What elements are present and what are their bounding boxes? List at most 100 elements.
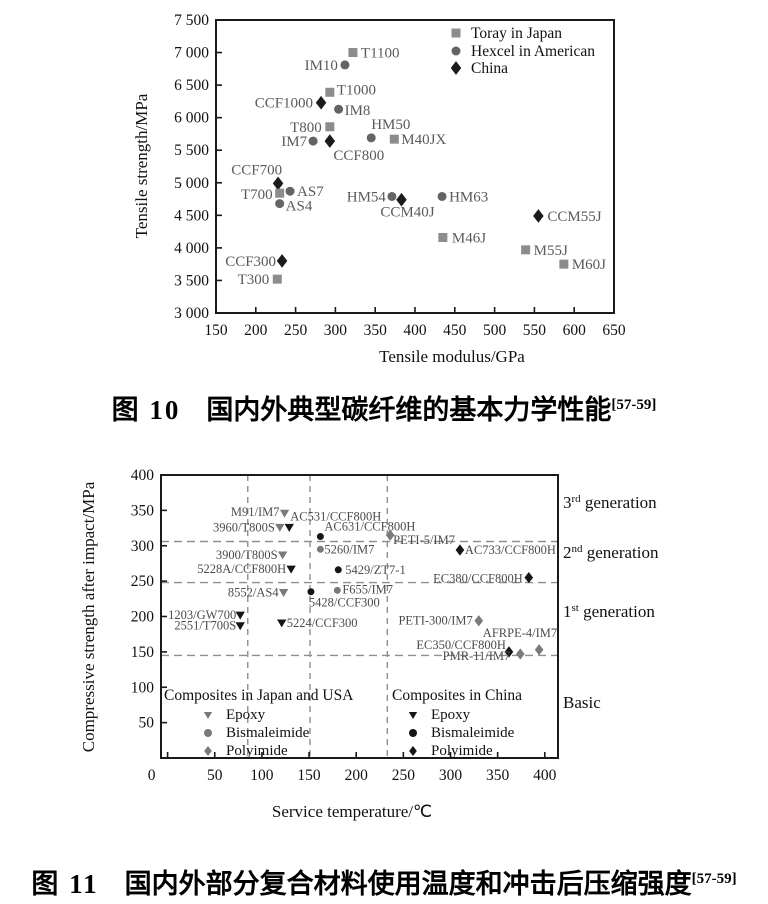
x-axis-tick-label: 150	[297, 767, 321, 784]
x-axis-tick-label: 50	[207, 767, 223, 784]
figure11-caption: 图 11 国内外部分复合材料使用温度和冲击后压缩强度[57-59]	[0, 862, 768, 901]
data-point-label: 8552/AS4	[228, 585, 279, 599]
legend-label: Epoxy	[226, 707, 266, 723]
data-point-circle	[333, 586, 341, 594]
legend-marker-triangle	[408, 711, 418, 719]
data-point-diamond	[385, 529, 395, 541]
x-axis-tick-label: 250	[284, 322, 308, 339]
legend-label: Polyimide	[431, 743, 493, 759]
x-axis-tick-label: 100	[250, 767, 274, 784]
data-point-triangle	[286, 565, 296, 574]
y-axis-tick-label: 7 500	[174, 12, 209, 29]
data-point-circle	[387, 191, 397, 201]
generation-label: 2nd generation	[563, 543, 659, 562]
legend-label: Hexcel in American	[471, 43, 595, 60]
data-point-diamond	[276, 254, 288, 268]
data-point-label: HM50	[371, 117, 410, 133]
generation-label: Basic	[563, 693, 601, 712]
data-point-label: M60J	[572, 257, 606, 273]
data-point-label: AS4	[286, 199, 313, 215]
data-point-diamond	[524, 572, 534, 584]
data-point-label: EC380/CCF800H	[433, 572, 523, 586]
x-axis-tick-label: 200	[244, 322, 268, 339]
data-point-diamond	[315, 95, 327, 110]
x-axis-tick-label: 400	[403, 322, 427, 339]
data-point-diamond	[324, 134, 336, 148]
data-point-label: AC631/CCF800H	[324, 520, 415, 534]
legend-marker-diamond	[204, 746, 212, 756]
legend-marker-diamond	[409, 746, 417, 756]
data-point-label: 5260/IM7	[324, 542, 374, 556]
data-point-label: AFRPE-4/IM7	[483, 626, 557, 640]
data-point-diamond	[534, 644, 544, 656]
data-point-diamond	[515, 648, 525, 660]
legend-marker-square	[451, 28, 461, 38]
figure11-caption-ref: [57-59]	[691, 871, 737, 887]
x-axis-tick-label: 600	[563, 322, 587, 339]
data-point-label: IM8	[345, 103, 371, 119]
data-point-triangle	[284, 523, 294, 532]
data-point-label: 2551/T700S	[174, 619, 236, 633]
data-point-label: M91/IM7	[231, 505, 280, 519]
x-axis-title: Service temperature/℃	[272, 802, 432, 821]
y-axis-tick-label: 4 000	[174, 240, 209, 257]
figure10-caption-text: 国内外典型碳纤维的基本力学性能	[206, 395, 612, 425]
data-point-label: IM7	[281, 134, 307, 150]
data-point-label: CCM55J	[547, 209, 601, 225]
y-axis-tick-label: 400	[131, 467, 155, 484]
y-axis-tick-label: 50	[139, 715, 155, 732]
legend-marker-circle	[409, 729, 417, 737]
data-point-diamond	[455, 544, 465, 556]
y-axis-title: Tensile strength/MPa	[132, 93, 151, 238]
data-point-label: M55J	[534, 243, 568, 259]
y-axis-tick-label: 6 500	[174, 77, 209, 94]
data-point-square	[275, 188, 285, 198]
data-point-label: EC350/CCF800H	[416, 638, 506, 652]
data-point-circle	[334, 566, 342, 574]
y-axis-tick-label: 300	[131, 538, 155, 555]
y-axis-tick-label: 7 000	[174, 45, 209, 62]
data-point-label: CCF1000	[255, 96, 313, 112]
data-point-label: AS7	[297, 184, 324, 200]
y-axis-tick-label: 3 500	[174, 272, 209, 289]
data-point-diamond	[396, 192, 407, 207]
data-point-label: PETI-5/IM7	[393, 533, 455, 547]
data-point-diamond	[533, 209, 544, 223]
legend-label: Toray in Japan	[471, 25, 562, 42]
y-axis-tick-label: 200	[131, 609, 155, 626]
data-point-label: 5224/CCF300	[287, 616, 358, 630]
legend-label: Epoxy	[431, 707, 471, 723]
data-point-label: M40JX	[401, 132, 446, 148]
x-axis-tick-label: 150	[204, 322, 228, 339]
y-axis-tick-label: 6 000	[174, 110, 209, 127]
figure10-caption: 图 10 国内外典型碳纤维的基本力学性能[57-59]	[0, 388, 768, 427]
legend-group-title: Composites in Japan and USA	[164, 687, 354, 704]
data-point-square	[325, 87, 335, 97]
legend-group-title: Composites in China	[392, 687, 522, 704]
legend-marker-diamond	[450, 61, 462, 75]
data-point-square	[325, 122, 335, 132]
data-point-label: T300	[238, 272, 270, 288]
data-point-circle	[308, 136, 318, 146]
generation-label: 3rd generation	[563, 493, 657, 512]
data-point-circle	[307, 588, 315, 596]
data-point-triangle	[279, 509, 290, 518]
data-point-square	[559, 259, 569, 269]
legend-marker-circle	[451, 46, 461, 56]
data-point-label: T800	[290, 120, 322, 136]
data-point-label: AC531/CCF800H	[290, 509, 381, 523]
data-point-label: CCF800	[333, 148, 384, 164]
x-axis-tick-label: 300	[439, 767, 463, 784]
legend-label: Polyimide	[226, 743, 288, 759]
data-point-label: T1000	[337, 82, 376, 98]
data-point-circle	[316, 533, 324, 541]
legend-label: Bismaleimide	[226, 725, 310, 741]
x-axis-tick-label: 350	[486, 767, 510, 784]
data-point-triangle	[277, 619, 287, 628]
data-point-label: HM54	[347, 189, 387, 205]
figure10-caption-ref: [57-59]	[611, 397, 657, 413]
data-point-label: IM10	[305, 58, 338, 74]
y-axis-tick-label: 100	[131, 679, 155, 696]
x-axis-title: Tensile modulus/GPa	[379, 347, 525, 366]
